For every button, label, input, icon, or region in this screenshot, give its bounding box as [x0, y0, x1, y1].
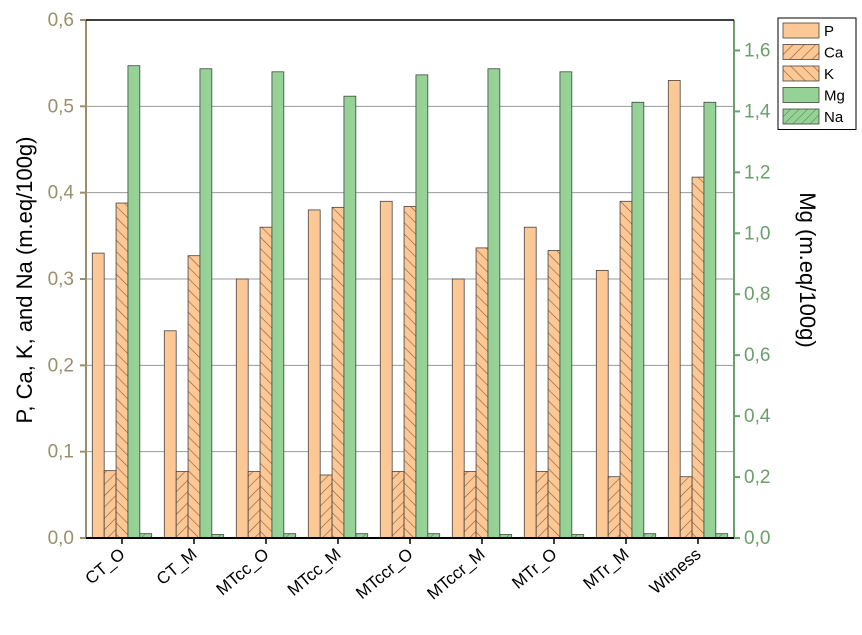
bar-p-mtcc_o — [235, 278, 249, 539]
legend-label-p: P — [824, 23, 834, 40]
bar-k-ct_o — [115, 202, 129, 539]
bar-ca-ct_m — [175, 471, 189, 539]
bar-ca-mtcc_o — [247, 471, 261, 539]
bar-ca-mtccr_m — [463, 471, 477, 539]
legend-swatch-ca — [782, 44, 820, 60]
y-tick-label-right: 0,2 — [744, 467, 770, 488]
bar-p-ct_o — [91, 252, 105, 539]
legend-label-mg: Mg — [824, 88, 845, 105]
bar-k-mtccr_o — [403, 206, 417, 539]
axes — [80, 19, 740, 544]
y-tick-label-right: 0,8 — [744, 284, 770, 305]
bar-mg-ct_o — [127, 65, 141, 539]
y-tick-label-left: 0,2 — [48, 355, 74, 376]
bar-k-mtccr_m — [475, 247, 489, 539]
x-tick-label: CT_O — [82, 545, 129, 589]
bars — [91, 65, 729, 539]
bar-ca-mtccr_o — [391, 471, 405, 539]
bar-k-mtcc_o — [259, 226, 273, 539]
x-tick-label: Witness — [646, 545, 705, 598]
bar-k-ct_m — [187, 255, 201, 539]
y-tick-label-right: 1,2 — [744, 162, 770, 183]
x-tick-label: MTr_M — [580, 545, 633, 594]
bar-k-witness — [691, 176, 705, 539]
y-tick-label-right: 0,0 — [744, 528, 770, 549]
bar-p-mtccr_o — [379, 200, 393, 539]
bar-mg-mtr_o — [559, 71, 573, 539]
legend: P Ca K Mg Na — [777, 17, 857, 130]
x-tick-label: CT_M — [153, 545, 201, 589]
bar-p-witness — [667, 80, 681, 539]
y-tick-label-right: 1,0 — [744, 223, 770, 244]
x-tick-label: MTcc_M — [284, 545, 345, 600]
bar-ca-mtr_o — [535, 471, 549, 539]
bar-k-mtr_o — [547, 250, 561, 539]
bar-mg-witness — [703, 101, 717, 539]
legend-swatch-na — [782, 108, 820, 125]
legend-label-ca: Ca — [824, 45, 844, 62]
bar-mg-mtcc_m — [343, 95, 357, 539]
y-tick-label-right: 1,4 — [744, 101, 771, 122]
legend-swatch-k — [782, 65, 820, 82]
legend-label-na: Na — [824, 109, 844, 126]
x-tick-label: MTcc_O — [213, 545, 273, 600]
bar-mg-mtr_m — [631, 101, 645, 539]
bar-k-mtcc_m — [331, 206, 345, 539]
bar-ca-mtcc_m — [319, 474, 333, 539]
y-tick-label-right: 0,6 — [744, 345, 770, 366]
y-tick-label-right: 0,4 — [744, 406, 771, 427]
x-tick-label: MTr_O — [508, 545, 560, 593]
y-tick-label-left: 0,4 — [48, 183, 75, 204]
y-tick-label-left: 0,1 — [48, 442, 74, 463]
x-tick-label: MTccr_M — [424, 545, 489, 604]
bar-ca-witness — [679, 476, 693, 539]
bar-p-mtcc_m — [307, 209, 321, 539]
bar-ca-ct_o — [103, 470, 117, 539]
y-tick-label-left: 0,0 — [48, 528, 74, 549]
y-tick-label-left: 0,3 — [48, 269, 74, 290]
bar-ca-mtr_m — [607, 476, 621, 539]
bar-mg-ct_m — [199, 68, 213, 539]
y-tick-label-right: 1,6 — [744, 40, 770, 61]
legend-label-k: K — [824, 66, 834, 83]
bar-mg-mtccr_m — [487, 68, 501, 539]
bar-p-mtr_o — [523, 226, 537, 539]
y-axis-label-right: Mg (m.eq/100g) — [795, 192, 820, 347]
y-tick-label-left: 0,6 — [48, 10, 74, 31]
bar-mg-mtccr_o — [415, 74, 429, 539]
y-tick-label-left: 0,5 — [48, 96, 74, 117]
bar-p-mtccr_m — [451, 278, 465, 539]
y-axis-label-left: P, Ca, K, and Na (m.eq/100g) — [12, 137, 37, 424]
bar-k-mtr_m — [619, 200, 633, 539]
x-tick-label: MTccr_O — [352, 545, 416, 603]
bar-p-mtr_m — [595, 269, 609, 539]
bar-mg-mtcc_o — [271, 71, 285, 539]
legend-swatch-mg — [782, 87, 820, 103]
bar-p-ct_m — [163, 330, 177, 539]
legend-swatch-p — [782, 22, 820, 39]
